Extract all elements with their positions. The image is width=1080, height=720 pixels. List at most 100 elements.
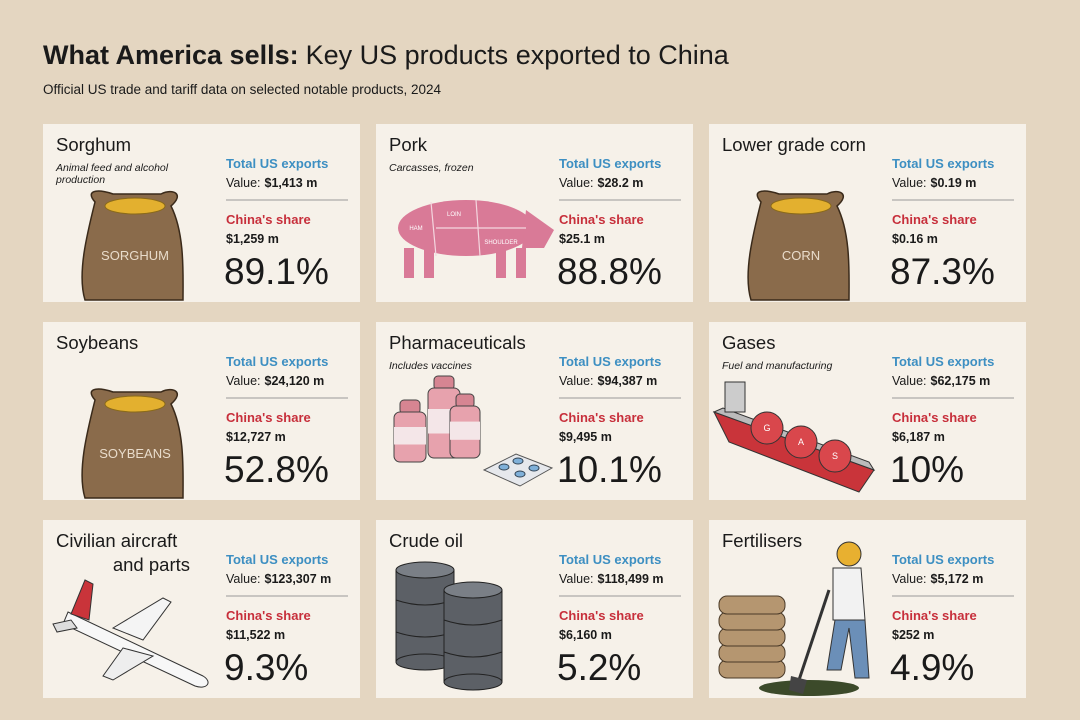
- share-label: China's share: [559, 410, 644, 425]
- share-label: China's share: [892, 608, 977, 623]
- share-value: $6,187 m: [892, 430, 945, 444]
- share-percent: 9.3%: [224, 647, 308, 688]
- tank-letter: S: [832, 451, 838, 461]
- exports-value: Value: $1,413 m: [226, 176, 317, 190]
- card: Crude oil Total US exports Value: $118,499 …: [376, 520, 693, 698]
- pig-label: LOIN: [447, 212, 461, 218]
- pig-head: [522, 210, 554, 248]
- exports-value: Value: $94,387 m: [559, 374, 657, 388]
- bridge: [724, 381, 746, 413]
- tank-letter: G: [763, 423, 770, 433]
- sack: [81, 388, 184, 499]
- product-name: Civilian aircraft: [56, 530, 177, 551]
- grain: [770, 197, 832, 215]
- pig-label: SHOULDER: [484, 240, 518, 246]
- card: HAM LOIN SHOULDER Pork Carcasses, frozen Tota…: [376, 124, 693, 302]
- value-amount: $123,307 m: [265, 572, 332, 586]
- exports-label: Total US exports: [559, 354, 661, 369]
- body: [832, 567, 866, 621]
- fertiliser-bag: [718, 611, 786, 631]
- barrel-top: [395, 561, 455, 579]
- vial-label: [450, 421, 480, 440]
- value-prefix: Value:: [559, 176, 594, 190]
- card: SOYBEANS Soybeans Total US exports Value: $2…: [43, 322, 360, 500]
- product-name: and parts: [113, 554, 190, 575]
- grain: [104, 395, 166, 413]
- product-name: Lower grade corn: [722, 134, 866, 155]
- barrel-top: [443, 581, 503, 599]
- card: Civilian aircraft and parts Total US expor…: [43, 520, 360, 698]
- tailplane: [52, 619, 78, 633]
- pill: [528, 464, 540, 472]
- exports-value: Value: $123,307 m: [226, 572, 331, 586]
- tank: [750, 411, 784, 445]
- exports-value: Value: $24,120 m: [226, 374, 324, 388]
- exports-value: Value: $0.19 m: [892, 176, 976, 190]
- subtitle: Official US trade and tariff data on sel…: [43, 82, 441, 97]
- share-label: China's share: [226, 608, 311, 623]
- value-amount: $118,499 m: [598, 572, 664, 586]
- barrel-rib: [443, 651, 503, 658]
- value-prefix: Value:: [559, 572, 594, 586]
- wing: [111, 597, 172, 641]
- share-label: China's share: [226, 410, 311, 425]
- product-name: Pharmaceuticals: [389, 332, 526, 353]
- exports-value: Value: $62,175 m: [892, 374, 990, 388]
- share-value: $252 m: [892, 628, 934, 642]
- pill: [498, 463, 510, 471]
- pig-leg: [496, 248, 506, 278]
- product-note: Fuel and manufacturing: [722, 360, 832, 372]
- title-rest: Key US products exported to China: [306, 40, 730, 70]
- product-name: Crude oil: [389, 530, 463, 551]
- product-note: Animal feed and alcohol: [55, 162, 169, 174]
- value-prefix: Value:: [226, 374, 261, 388]
- sack-label: SOYBEANS: [99, 446, 171, 461]
- value-prefix: Value:: [892, 176, 927, 190]
- share-value: $0.16 m: [892, 232, 938, 246]
- share-percent: 87.3%: [890, 251, 995, 292]
- share-label: China's share: [226, 212, 311, 227]
- product-name: Gases: [722, 332, 775, 353]
- value-prefix: Value:: [559, 374, 594, 388]
- fertiliser-bag: [718, 659, 786, 679]
- product-note: production: [55, 174, 105, 186]
- exports-label: Total US exports: [226, 552, 328, 567]
- tank: [784, 425, 818, 459]
- share-percent: 52.8%: [224, 449, 329, 490]
- share-value: $6,160 m: [559, 628, 612, 642]
- value-amount: $94,387 m: [598, 374, 658, 388]
- value-prefix: Value:: [892, 374, 927, 388]
- share-value: $9,495 m: [559, 430, 612, 444]
- fertiliser-bag: [718, 595, 786, 615]
- value-amount: $5,172 m: [931, 572, 984, 586]
- value-amount: $28.2 m: [598, 176, 644, 190]
- exports-value: Value: $5,172 m: [892, 572, 983, 586]
- exports-label: Total US exports: [559, 552, 661, 567]
- barrel: [443, 589, 503, 683]
- exports-label: Total US exports: [226, 354, 328, 369]
- value-prefix: Value:: [892, 572, 927, 586]
- share-value: $25.1 m: [559, 232, 605, 246]
- pig-label: HAM: [409, 226, 422, 232]
- card: CORN Lower grade corn Total US exports Valu…: [709, 124, 1026, 302]
- product-note: Carcasses, frozen: [389, 162, 474, 174]
- value-amount: $62,175 m: [931, 374, 991, 388]
- pill: [512, 457, 524, 465]
- tank: [818, 439, 852, 473]
- card: SORGHUM Sorghum Animal feed and alcoholpro…: [43, 124, 360, 302]
- card-background: [43, 520, 360, 698]
- card: Fertilisers Total US exports Value: $5,172 …: [709, 520, 1026, 698]
- value-amount: $1,413 m: [265, 176, 318, 190]
- value-amount: $24,120 m: [265, 374, 325, 388]
- product-note: Includes vaccines: [389, 360, 473, 372]
- value-prefix: Value:: [226, 572, 261, 586]
- value-prefix: Value:: [226, 176, 261, 190]
- pig-leg: [516, 248, 526, 278]
- exports-label: Total US exports: [892, 354, 994, 369]
- share-percent: 5.2%: [557, 647, 641, 688]
- title-bold: What America sells:: [43, 40, 299, 70]
- share-percent: 88.8%: [557, 251, 662, 292]
- soil: [759, 680, 859, 696]
- pig-cuts: [430, 199, 526, 257]
